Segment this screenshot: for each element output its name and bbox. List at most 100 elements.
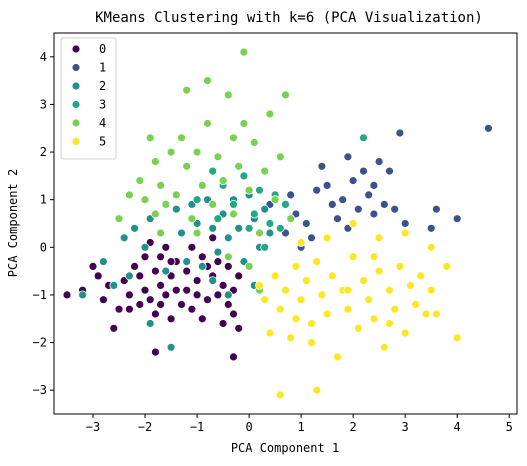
x-tick-label: 3 [402,420,409,434]
data-point-cluster-5 [369,252,379,262]
data-point-cluster-4 [187,214,197,224]
data-point-cluster-2 [177,228,186,238]
data-point-cluster-5 [348,219,358,228]
data-point-cluster-4 [171,190,181,200]
data-point-cluster-1 [374,157,384,167]
data-point-cluster-4 [197,180,207,190]
legend-box [60,37,117,160]
data-point-cluster-0 [223,300,233,309]
data-point-cluster-0 [229,352,238,362]
data-point-cluster-4 [265,109,275,119]
data-point-cluster-0 [135,300,145,309]
data-point-cluster-1 [301,219,311,228]
data-point-cluster-2 [140,242,150,252]
data-point-cluster-0 [229,309,238,319]
data-point-cluster-0 [192,276,202,286]
legend-label-5: 5 [99,135,106,149]
data-point-cluster-4 [244,261,254,271]
data-point-cluster-2 [197,261,207,271]
data-point-cluster-5 [255,280,264,290]
y-axis-ticks: −3 −2 −1 0 1 2 3 4 [33,50,54,397]
data-point-cluster-5 [291,314,301,324]
data-point-cluster-2 [260,204,270,214]
legend-label-4: 4 [99,116,106,130]
data-point-cluster-4 [150,157,160,167]
data-point-cluster-4 [223,252,233,262]
x-axis-label: PCA Component 1 [231,441,339,455]
data-point-cluster-2 [145,319,155,328]
data-point-cluster-4 [192,228,202,238]
data-point-cluster-3 [213,214,223,224]
data-point-cluster-2 [223,290,233,300]
x-tick-label: 1 [297,420,304,434]
data-point-cluster-1 [353,204,363,214]
y-tick-label: 4 [40,50,47,64]
data-point-cluster-0 [187,304,197,314]
data-point-cluster-1 [348,176,358,186]
data-point-cluster-0 [140,285,150,295]
data-point-cluster-5 [385,319,394,328]
data-point-cluster-5 [416,271,426,281]
data-point-cluster-5 [442,261,452,271]
data-point-cluster-2 [130,223,140,233]
legend-marker-2 [71,81,81,91]
data-point-cluster-2 [171,204,181,214]
data-point-cluster-4 [161,199,171,209]
data-point-cluster-4 [150,209,160,219]
data-point-cluster-4 [260,166,270,176]
legend-marker-0 [71,44,81,54]
data-point-cluster-5 [426,285,436,295]
data-point-cluster-4 [244,185,254,195]
y-tick-label: −1 [33,288,47,302]
data-point-cluster-0 [150,309,160,319]
data-point-cluster-0 [197,314,207,324]
data-point-cluster-4 [177,133,186,143]
data-point-cluster-0 [187,242,197,252]
data-point-cluster-5 [359,276,368,286]
data-point-cluster-5 [385,285,394,295]
data-point-cluster-0 [213,257,223,267]
data-point-cluster-1 [322,180,332,190]
data-point-cluster-5 [379,342,389,352]
data-point-cluster-2 [124,271,134,281]
data-point-cluster-5 [364,295,374,305]
data-point-cluster-1 [369,180,379,190]
data-point-cluster-5 [333,352,342,362]
chart-title: KMeans Clustering with k=6 (PCA Visualiz… [95,10,483,26]
x-tick-label: 4 [454,420,461,434]
data-point-cluster-1 [369,209,379,219]
data-point-cluster-0 [150,347,160,357]
data-point-cluster-4 [203,76,212,85]
legend-marker-3 [71,100,81,109]
data-point-cluster-5 [400,228,410,238]
data-point-cluster-4 [223,90,233,100]
data-point-cluster-0 [182,285,192,295]
y-tick-label: −3 [33,383,47,397]
data-point-cluster-2 [166,342,176,352]
data-point-cluster-1 [327,199,337,209]
data-point-cluster-3 [265,219,275,228]
data-point-cluster-2 [265,228,275,238]
data-point-cluster-5 [369,314,379,324]
data-point-cluster-1 [385,166,394,176]
data-point-cluster-0 [145,295,155,305]
data-point-cluster-0 [88,261,98,271]
data-point-cluster-4 [192,147,202,157]
data-point-cluster-4 [234,161,244,171]
x-tick-label: −1 [190,420,204,434]
data-point-cluster-0 [62,290,72,300]
data-point-cluster-1 [338,195,348,205]
data-point-cluster-5 [275,390,285,400]
data-point-cluster-5 [296,295,306,305]
data-point-cluster-0 [150,266,160,276]
data-point-cluster-5 [307,319,316,328]
data-point-cluster-2 [161,266,171,276]
data-point-cluster-1 [395,128,405,138]
legend-marker-4 [71,118,81,128]
data-point-cluster-5 [322,233,332,243]
data-point-cluster-0 [109,323,119,333]
legend-label-1: 1 [99,61,106,75]
y-tick-label: −2 [33,336,47,350]
data-point-cluster-0 [197,252,207,262]
